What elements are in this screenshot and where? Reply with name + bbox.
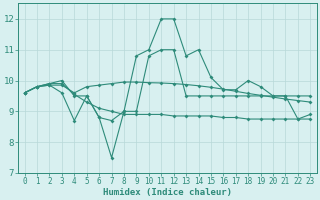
X-axis label: Humidex (Indice chaleur): Humidex (Indice chaleur) xyxy=(103,188,232,197)
